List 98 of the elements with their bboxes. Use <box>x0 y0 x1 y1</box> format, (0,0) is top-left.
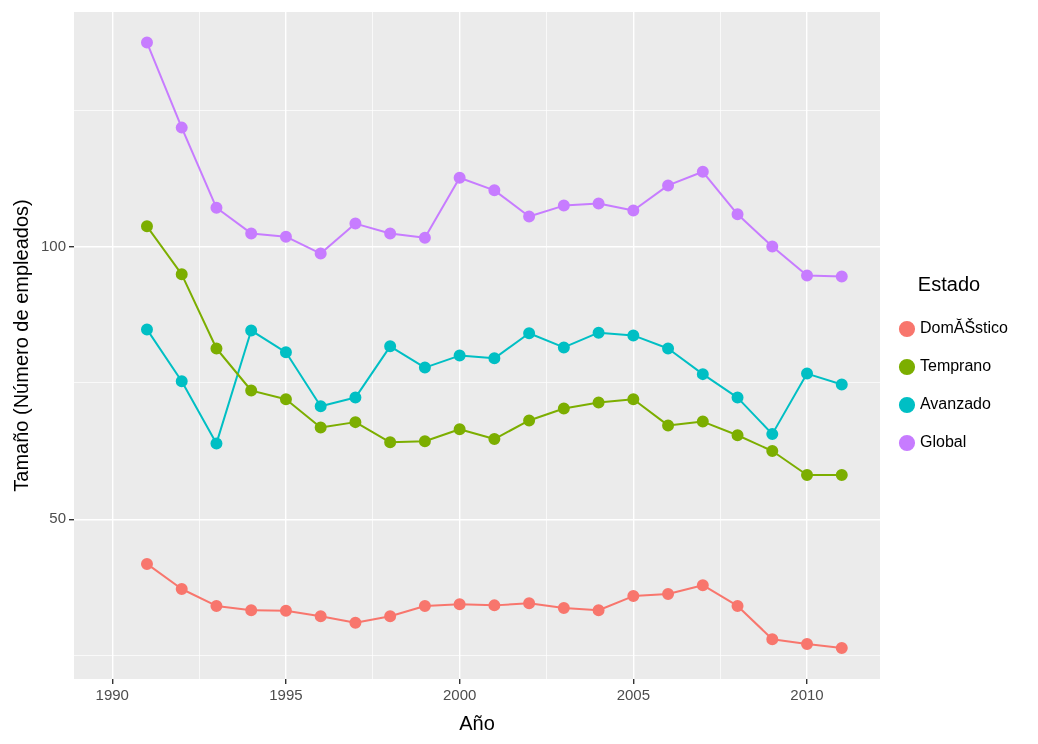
point <box>279 393 292 406</box>
point <box>453 423 466 436</box>
point <box>592 604 605 617</box>
point <box>245 384 258 397</box>
point <box>731 208 744 221</box>
point <box>488 433 501 446</box>
point <box>279 346 292 359</box>
point <box>175 268 188 281</box>
point <box>592 396 605 409</box>
point <box>731 429 744 442</box>
point <box>245 604 258 617</box>
legend-label: DomĂŠstico <box>919 318 1009 337</box>
point <box>523 210 536 223</box>
point <box>696 368 709 381</box>
point <box>523 327 536 340</box>
point <box>627 393 640 406</box>
point <box>801 638 814 651</box>
point <box>279 230 292 243</box>
point <box>488 184 501 197</box>
point <box>384 610 397 623</box>
point <box>418 231 431 244</box>
legend-label: Temprano <box>919 357 992 375</box>
point <box>349 616 362 629</box>
point <box>384 227 397 240</box>
point <box>210 599 223 612</box>
point <box>453 349 466 362</box>
point <box>627 329 640 342</box>
point <box>314 247 327 260</box>
point <box>349 217 362 230</box>
point <box>766 633 779 646</box>
point <box>140 323 153 336</box>
point <box>557 602 570 615</box>
point <box>418 435 431 448</box>
point <box>384 436 397 449</box>
y-tick-label: 50 <box>49 509 67 527</box>
x-tick-label: 2005 <box>616 686 651 704</box>
point <box>696 165 709 178</box>
x-tick-label: 1990 <box>95 686 129 704</box>
point <box>210 342 223 355</box>
point <box>523 414 536 427</box>
point <box>140 220 153 233</box>
point <box>662 419 675 432</box>
point <box>210 201 223 214</box>
x-tick-label: 1995 <box>269 686 303 704</box>
point <box>245 227 258 240</box>
point <box>662 342 675 355</box>
legend-label: Avanzado <box>919 395 991 413</box>
point <box>592 326 605 339</box>
point <box>418 361 431 374</box>
y-tick-label: 100 <box>41 236 67 254</box>
point <box>835 270 848 283</box>
point <box>140 557 153 570</box>
point <box>314 421 327 434</box>
y-axis-title: Tamaño (Número de empleados) <box>9 199 32 492</box>
point <box>175 583 188 596</box>
point <box>314 400 327 413</box>
point <box>627 204 640 217</box>
point <box>801 469 814 482</box>
x-tick-label: 2010 <box>790 686 824 704</box>
x-axis-title: Año <box>459 711 495 734</box>
point <box>801 367 814 380</box>
point <box>175 375 188 388</box>
point <box>835 378 848 391</box>
point <box>696 579 709 592</box>
point <box>349 416 362 429</box>
point <box>245 324 258 337</box>
point <box>662 587 675 600</box>
point <box>557 402 570 415</box>
point <box>488 599 501 612</box>
point <box>557 341 570 354</box>
point <box>592 197 605 210</box>
point <box>349 391 362 404</box>
point <box>835 469 848 482</box>
point <box>696 415 709 428</box>
point <box>731 599 744 612</box>
point <box>210 437 223 450</box>
point <box>662 179 675 192</box>
point <box>835 641 848 654</box>
point <box>418 599 431 612</box>
point <box>766 240 779 253</box>
point <box>731 391 744 404</box>
point <box>766 445 779 458</box>
point <box>175 121 188 134</box>
point <box>557 199 570 212</box>
point <box>453 171 466 184</box>
point <box>453 598 466 611</box>
point <box>801 269 814 282</box>
x-tick-label: 2000 <box>442 686 477 704</box>
legend-label: Global <box>919 433 967 451</box>
point <box>766 428 779 441</box>
point <box>314 610 327 623</box>
legend-title: Estado <box>917 272 981 295</box>
point <box>523 597 536 610</box>
point <box>627 590 640 603</box>
point <box>279 604 292 617</box>
point <box>488 352 501 365</box>
point <box>384 340 397 353</box>
point <box>140 36 153 49</box>
